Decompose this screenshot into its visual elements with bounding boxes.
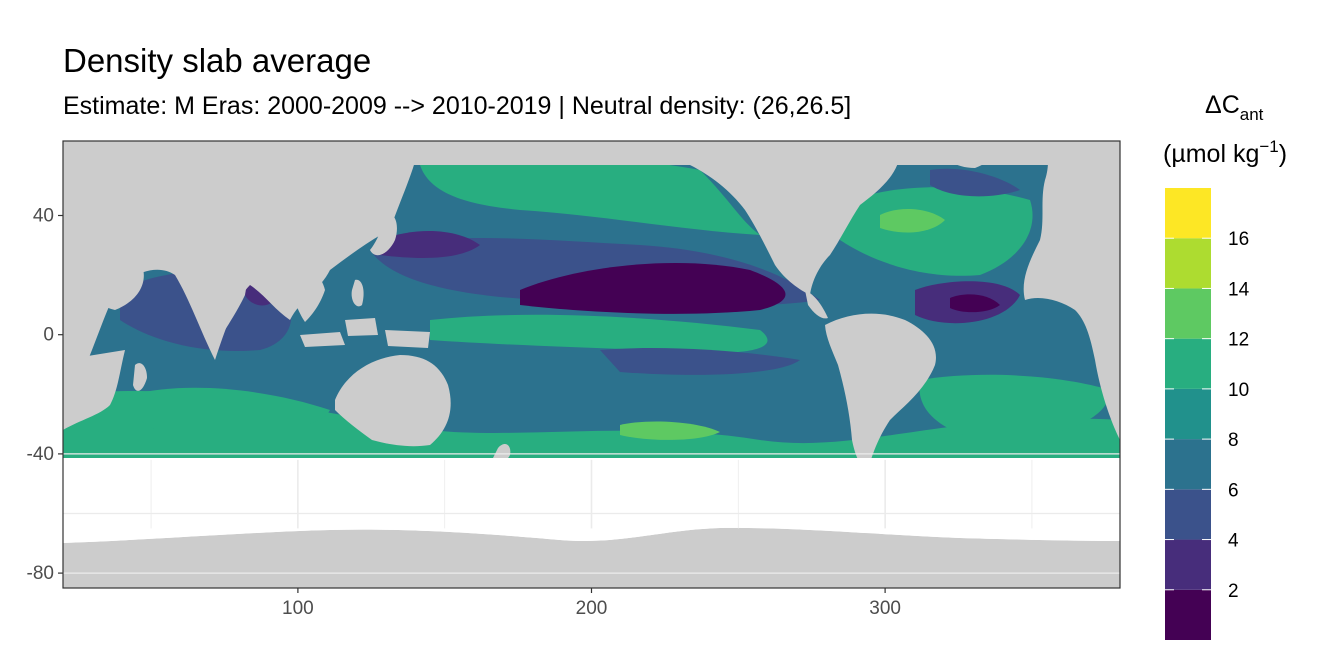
colorbar-label: 12 <box>1228 330 1249 351</box>
y-tick-label: -80 <box>27 563 54 584</box>
colorbar-bin <box>1165 489 1211 540</box>
y-tick-label: -40 <box>27 444 54 465</box>
colorbar-bin <box>1165 238 1211 289</box>
colorbar-label: 14 <box>1228 279 1250 300</box>
colorbar-label: 10 <box>1228 380 1249 401</box>
ocean-region-satl <box>919 374 1110 440</box>
legend-title-main: ΔCant <box>1205 91 1264 124</box>
land-philippines <box>351 279 364 307</box>
colorbar-labels: 2 4 6 8 10 12 14 16 <box>1228 229 1250 602</box>
colorbar-bin <box>1165 589 1211 640</box>
chart-title: Density slab average <box>63 42 372 79</box>
colorbar-bin <box>1165 439 1211 490</box>
ocean-region-trop-atl-core <box>950 294 1000 313</box>
land-se-asia <box>290 268 325 322</box>
land <box>63 141 1120 588</box>
ocean-region-eq-pacific <box>430 314 768 353</box>
land-africa-south <box>63 350 125 430</box>
x-tick-label: 300 <box>869 598 901 619</box>
land-south-america <box>825 313 936 470</box>
x-tick-label: 100 <box>282 598 314 619</box>
ocean-region-natl-light <box>880 208 945 233</box>
land-australia <box>335 355 451 447</box>
land-japan <box>370 214 397 256</box>
land-greenland <box>935 141 1002 168</box>
colorbar-bin <box>1165 188 1211 239</box>
colorbar-label: 8 <box>1228 430 1239 451</box>
colorbar-label: 4 <box>1228 531 1239 552</box>
land-india <box>200 260 247 335</box>
legend: ΔCant (µmol kg−1) 2 4 6 8 10 12 14 16 <box>1163 91 1287 640</box>
gridlines-southern <box>63 453 1120 574</box>
y-tick-label: 0 <box>43 325 54 346</box>
land-madagascar <box>133 363 147 391</box>
ocean-region-natl-green <box>840 187 1033 276</box>
land-new-guinea <box>385 330 430 348</box>
ocean-region-spac-green <box>620 421 720 440</box>
ocean-region-subpolar <box>930 168 1020 197</box>
x-tick-label: 200 <box>576 598 608 619</box>
ocean-region-npac-green <box>420 155 760 235</box>
chart-subtitle: Estimate: M Eras: 2000-2009 --> 2010-201… <box>63 92 852 120</box>
land-central-america <box>805 290 828 319</box>
y-tick-label: 40 <box>33 206 54 227</box>
ocean-region-indian-south <box>129 387 330 437</box>
land-north-america <box>690 141 901 295</box>
ocean-region-npac-ring <box>380 230 480 258</box>
colorbar <box>1165 188 1211 640</box>
colorbar-label: 6 <box>1228 480 1239 501</box>
colorbar-bin <box>1165 338 1211 389</box>
land-europe-africa-east <box>1023 141 1120 440</box>
ocean-region-spac-blue <box>600 348 800 375</box>
colorbar-bin <box>1165 539 1211 590</box>
land-indonesia-1 <box>300 332 345 347</box>
colorbar-bin <box>1165 288 1211 339</box>
land-arabia <box>63 260 144 310</box>
colorbar-label: 16 <box>1228 229 1249 250</box>
legend-title-unit: (µmol kg−1) <box>1163 137 1287 168</box>
colorbar-bin <box>1165 388 1211 440</box>
colorbar-label: 2 <box>1228 581 1239 602</box>
ocean-region-npac-core <box>520 262 786 314</box>
land-indonesia-2 <box>345 318 378 336</box>
